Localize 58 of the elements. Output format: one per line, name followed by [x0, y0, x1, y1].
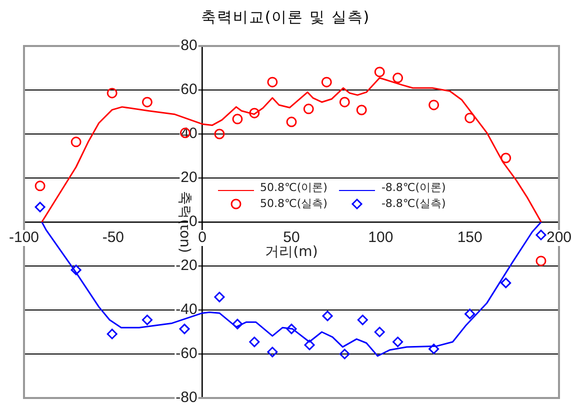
point	[106, 328, 118, 340]
point	[464, 308, 476, 320]
point	[70, 136, 82, 148]
point	[536, 230, 546, 240]
y-tick-label: 20	[180, 169, 198, 186]
x-tick-label: 150	[457, 229, 482, 246]
x-tick-label: -50	[102, 229, 124, 246]
y-tick-label: -80	[176, 389, 198, 406]
point	[357, 314, 368, 326]
y-tick-label: -20	[176, 257, 198, 274]
point	[339, 96, 350, 108]
x-axis-title: 거리(m)	[265, 244, 318, 260]
point	[214, 292, 225, 302]
point	[142, 314, 152, 326]
y-tick-label: 60	[180, 81, 198, 98]
point	[232, 318, 243, 330]
point	[286, 324, 297, 334]
x-tick-label: -100	[8, 229, 40, 246]
legend-label: 50.8℃(이론)	[260, 180, 328, 195]
point	[249, 108, 260, 118]
point	[214, 128, 225, 140]
point	[374, 66, 385, 78]
point	[303, 104, 314, 114]
point	[106, 88, 118, 98]
point	[339, 348, 350, 360]
point	[500, 152, 512, 164]
x-tick-label: 100	[368, 229, 394, 246]
point	[34, 202, 46, 212]
point	[428, 344, 440, 354]
point	[428, 100, 440, 110]
point	[321, 76, 332, 88]
point	[267, 346, 278, 358]
point	[249, 336, 260, 348]
point	[232, 114, 243, 124]
legend-label: 50.8℃(실측)	[260, 196, 328, 211]
x-tick-label: 50	[283, 229, 300, 246]
point	[322, 310, 333, 322]
point	[286, 116, 297, 128]
point	[142, 96, 152, 108]
point	[464, 112, 476, 124]
point	[374, 326, 385, 338]
point	[70, 264, 82, 276]
legend-label: -8.8℃(실측)	[381, 196, 446, 211]
y-tick-label: 80	[180, 37, 198, 54]
x-tick-label: 200	[546, 229, 571, 246]
legend-label: -8.8℃(이론)	[381, 180, 446, 195]
point	[392, 336, 404, 348]
point	[500, 278, 512, 288]
point	[392, 72, 404, 84]
chart-title: 축력비교(이론 및 실측)	[200, 8, 372, 27]
point	[536, 256, 546, 266]
point	[267, 76, 278, 88]
point	[356, 104, 367, 116]
point	[34, 180, 46, 192]
y-tick-label: -40	[176, 301, 198, 318]
y-tick-label: -60	[176, 345, 198, 362]
point	[179, 324, 190, 334]
point	[304, 340, 315, 350]
